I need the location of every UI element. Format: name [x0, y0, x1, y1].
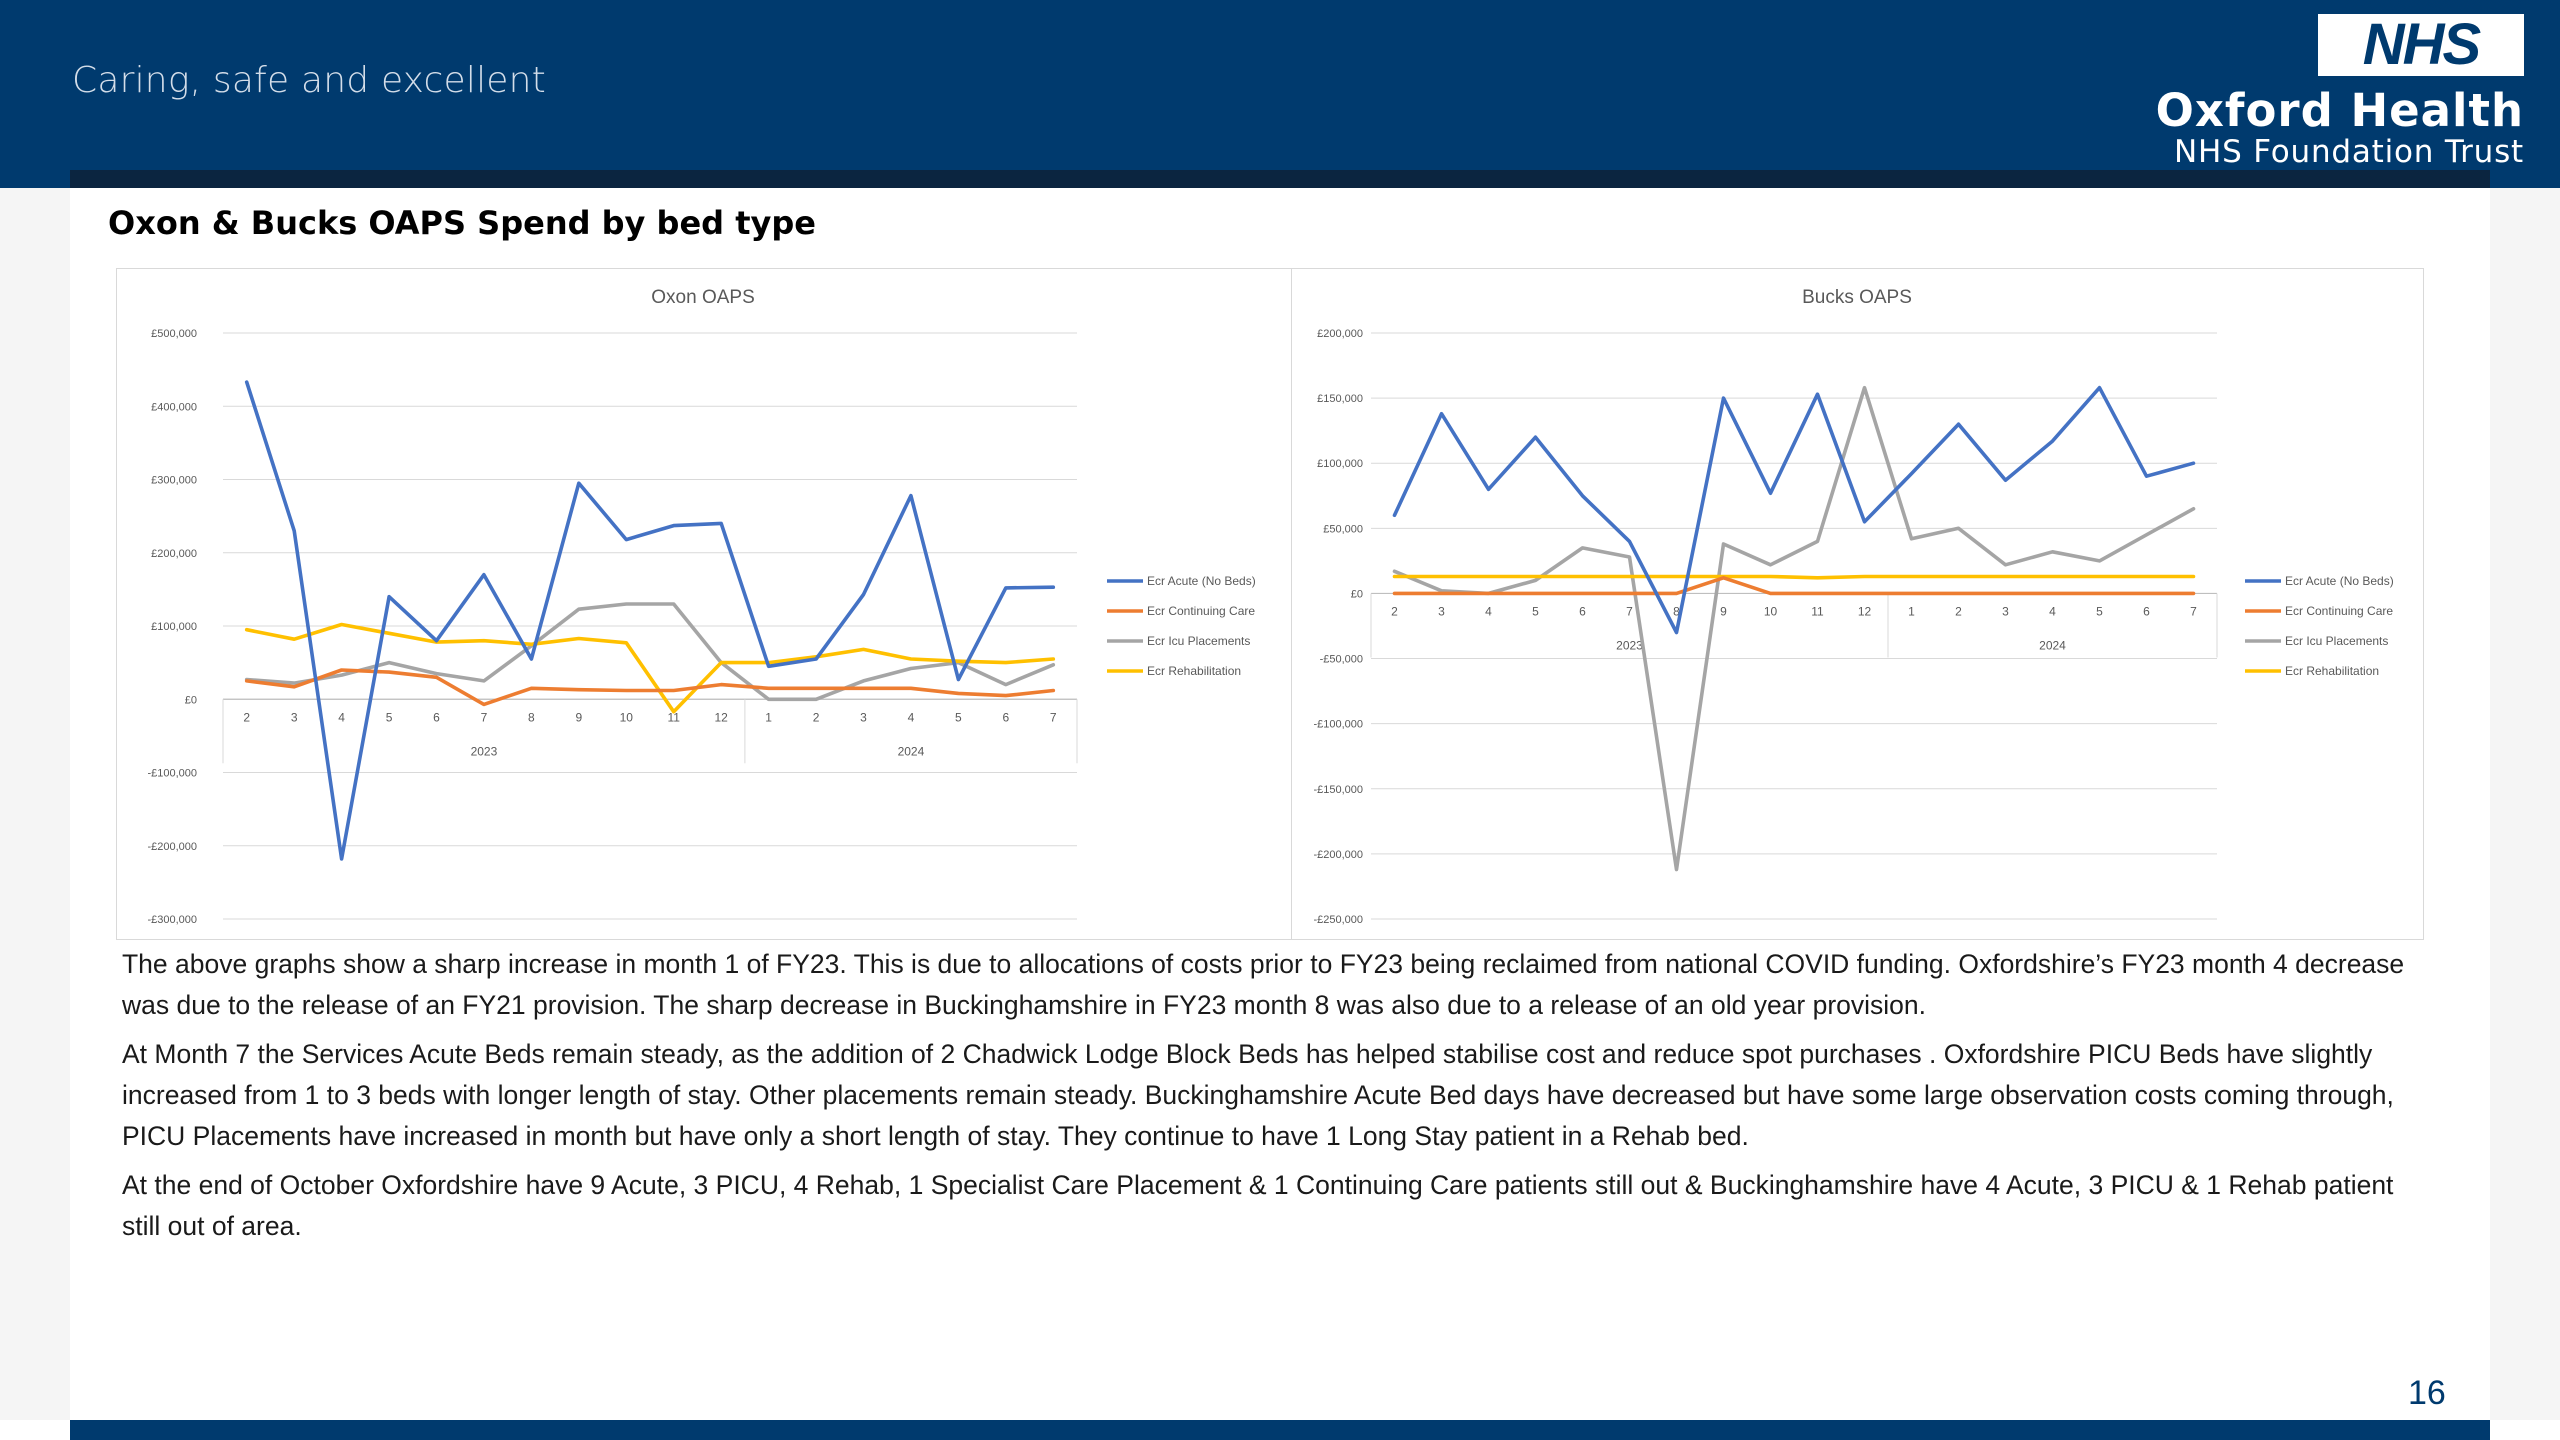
bucks-year-label: 2023: [1616, 638, 1643, 652]
oxon-xtick-label: 2: [243, 710, 250, 724]
bucks-xtick-label: 9: [1720, 604, 1727, 618]
bucks-xtick-label: 3: [1438, 604, 1445, 618]
oxon-xtick-label: 3: [291, 710, 298, 724]
bucks-chart-title: Bucks OAPS: [1802, 287, 1912, 308]
bucks-legend-label-ecr-acute-no-beds: Ecr Acute (No Beds): [2285, 574, 2394, 588]
oxon-xtick-label: 11: [667, 710, 680, 724]
oxon-series-ecr-icu-placements: [244, 602, 1056, 702]
bucks-xtick-label: 7: [1626, 604, 1633, 618]
bucks-xtick-label: 8: [1673, 604, 1680, 618]
right-margin: [2490, 188, 2560, 1420]
oxon-ytick-label: £300,000: [151, 475, 197, 487]
oxon-ytick-label: -£200,000: [147, 841, 197, 853]
bucks-ytick-label: £100,000: [1317, 458, 1363, 470]
header-divider: [70, 170, 2490, 188]
oxon-xtick-label: 6: [433, 710, 440, 724]
footer-bar: [70, 1420, 2490, 1440]
oxon-year-label: 2024: [898, 744, 925, 758]
bucks-xtick-label: 7: [2190, 604, 2197, 618]
page-title: Oxon & Bucks OAPS Spend by bed type: [108, 204, 816, 242]
oxon-xtick-label: 10: [620, 710, 634, 724]
oxon-xtick-label: 4: [338, 710, 345, 724]
bucks-ytick-label: -£250,000: [1313, 914, 1363, 926]
bucks-xtick-label: 2: [1955, 604, 1962, 618]
oxon-ytick-label: £200,000: [151, 548, 197, 560]
bucks-ytick-label: -£200,000: [1313, 849, 1363, 861]
bucks-xtick-label: 4: [1485, 604, 1492, 618]
oxon-xtick-label: 7: [481, 710, 488, 724]
bucks-xtick-label: 6: [1579, 604, 1586, 618]
left-margin: [0, 188, 70, 1420]
bucks-xtick-label: 10: [1764, 604, 1778, 618]
bucks-ytick-label: £200,000: [1317, 328, 1363, 340]
bucks-xtick-label: 1: [1908, 604, 1915, 618]
oxon-legend-label-ecr-icu-placements: Ecr Icu Placements: [1147, 634, 1250, 648]
bucks-legend-label-ecr-icu-placements: Ecr Icu Placements: [2285, 634, 2388, 648]
bucks-ytick-label: £50,000: [1323, 523, 1363, 535]
oxon-ytick-label: -£300,000: [147, 914, 197, 926]
nhs-logo-text: NHS: [2362, 12, 2481, 77]
oxon-ytick-label: £0: [185, 694, 197, 706]
bucks-series-ecr-acute-no-beds: [1392, 385, 2196, 635]
commentary-paragraph-2: At Month 7 the Services Acute Beds remai…: [122, 1039, 2394, 1151]
org-subtitle: NHS Foundation Trust: [2173, 134, 2524, 170]
oxon-xtick-label: 1: [765, 710, 772, 724]
trust-tagline: Caring, safe and excellent: [72, 60, 546, 101]
oxon-series-ecr-acute-no-beds: [244, 380, 1056, 861]
oxon-year-label: 2023: [471, 744, 498, 758]
bucks-legend-label-ecr-rehabilitation: Ecr Rehabilitation: [2285, 664, 2379, 678]
bucks-xtick-label: 5: [1532, 604, 1539, 618]
oxon-xtick-label: 2: [813, 710, 820, 724]
bucks-ytick-label: -£100,000: [1313, 719, 1363, 731]
bucks-series-ecr-icu-placements: [1392, 385, 2196, 872]
bucks-legend-label-ecr-continuing-care: Ecr Continuing Care: [2285, 604, 2393, 618]
oxon-xtick-label: 12: [714, 710, 728, 724]
commentary-paragraph-3: At the end of October Oxfordshire have 9…: [122, 1170, 2394, 1241]
oxon-xtick-label: 7: [1050, 710, 1057, 724]
oxon-xtick-label: 4: [908, 710, 915, 724]
bucks-ytick-label: £150,000: [1317, 393, 1363, 405]
bucks-series-ecr-continuing-care: [1392, 575, 2196, 596]
oxon-legend-label-ecr-rehabilitation: Ecr Rehabilitation: [1147, 664, 1241, 678]
oxon-xtick-label: 8: [528, 710, 535, 724]
oxon-xtick-label: 6: [1002, 710, 1009, 724]
oxon-legend-label-ecr-acute-no-beds: Ecr Acute (No Beds): [1147, 574, 1256, 588]
org-name: Oxford Health: [2155, 84, 2524, 137]
oxon-xtick-label: 3: [860, 710, 867, 724]
chart-divider: [1291, 269, 1292, 939]
oxon-ytick-label: -£100,000: [147, 768, 197, 780]
bucks-year-label: 2024: [2039, 638, 2066, 652]
oxon-ytick-label: £100,000: [151, 621, 197, 633]
oxon-xtick-label: 5: [955, 710, 962, 724]
oxon-ytick-label: £500,000: [151, 328, 197, 340]
bucks-xtick-label: 5: [2096, 604, 2103, 618]
oxon-xtick-label: 9: [575, 710, 582, 724]
bucks-series-ecr-rehabilitation: [1392, 574, 2196, 580]
header-banner: [0, 0, 2560, 188]
bucks-ytick-label: £0: [1351, 588, 1363, 600]
bucks-ytick-label: -£50,000: [1320, 654, 1363, 666]
bucks-xtick-label: 11: [1811, 604, 1824, 618]
oxon-series-ecr-continuing-care: [244, 668, 1056, 707]
bucks-xtick-label: 12: [1858, 604, 1872, 618]
bucks-xtick-label: 4: [2049, 604, 2056, 618]
bucks-ytick-label: -£150,000: [1313, 784, 1363, 796]
bucks-xtick-label: 2: [1391, 604, 1398, 618]
bucks-xtick-label: 3: [2002, 604, 2009, 618]
charts-svg: Oxon OAPS £500,000 £400,000 £300,000 £200,00…: [147, 287, 2394, 926]
chart-panel: Oxon OAPS £500,000 £400,000 £300,000 £200,00…: [116, 268, 2424, 940]
commentary: The above graphs show a sharp increase i…: [122, 944, 2422, 1255]
page-number: 16: [2408, 1374, 2446, 1412]
commentary-paragraph-1: The above graphs show a sharp increase i…: [122, 949, 2405, 1020]
oxon-chart-title: Oxon OAPS: [651, 287, 755, 308]
bucks-xtick-label: 6: [2143, 604, 2150, 618]
oxon-legend-label-ecr-continuing-care: Ecr Continuing Care: [1147, 604, 1255, 618]
oxon-ytick-label: £400,000: [151, 401, 197, 413]
nhs-logo: NHS: [2318, 14, 2524, 76]
oxon-xtick-label: 5: [386, 710, 393, 724]
